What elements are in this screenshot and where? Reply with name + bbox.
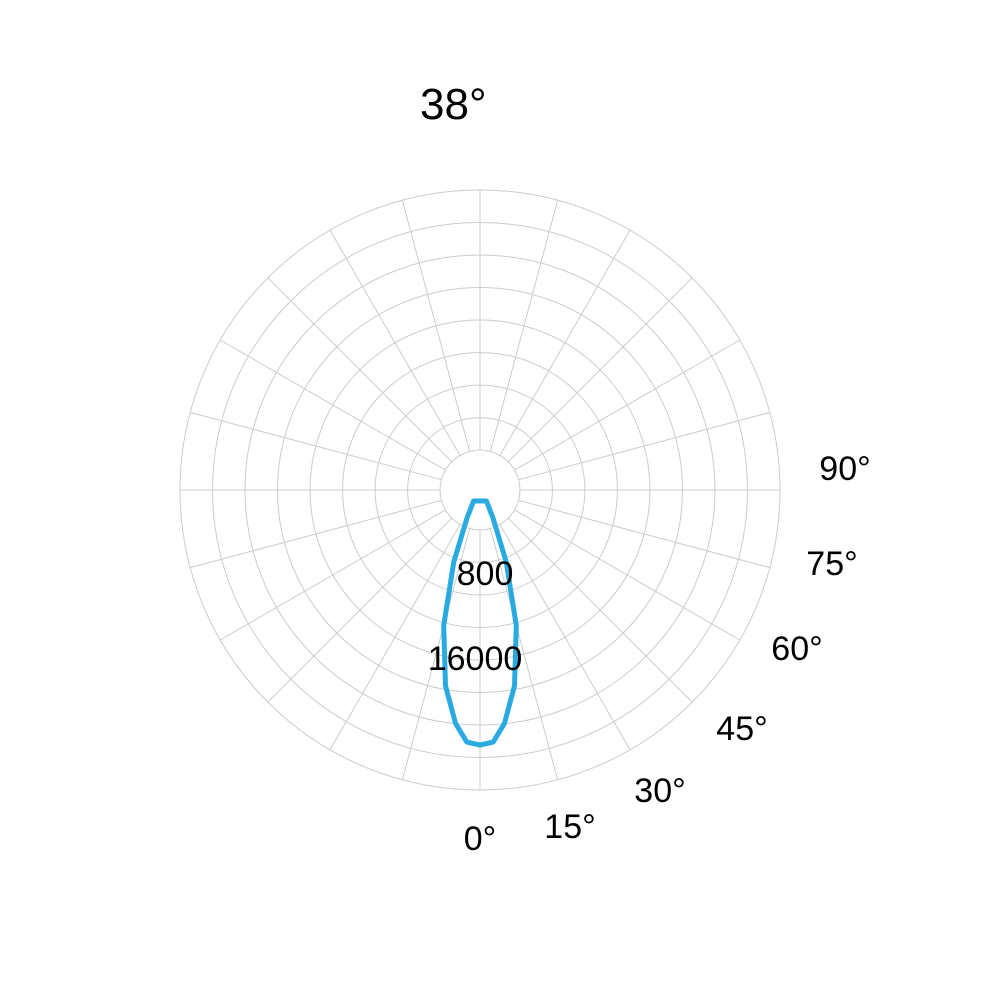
angle-label: 0° (464, 820, 497, 858)
angle-label: 75° (806, 545, 857, 583)
value-label: 16000 (428, 640, 523, 678)
angle-label: 15° (544, 808, 595, 846)
grid-radial (268, 278, 452, 462)
angle-label: 30° (634, 772, 685, 810)
angle-label: 45° (716, 710, 767, 748)
grid-radial (508, 518, 692, 702)
angle-label: 90° (819, 450, 870, 488)
polar-chart: 90° 75° 60° 45° 30° 15° 0° 800 16000 (0, 0, 1000, 1000)
grid-radial (268, 518, 452, 702)
chart-title: 38° (420, 80, 487, 130)
grid-ring (440, 450, 520, 530)
value-label: 800 (457, 555, 514, 593)
angle-label: 60° (771, 630, 822, 668)
grid-radial (508, 278, 692, 462)
